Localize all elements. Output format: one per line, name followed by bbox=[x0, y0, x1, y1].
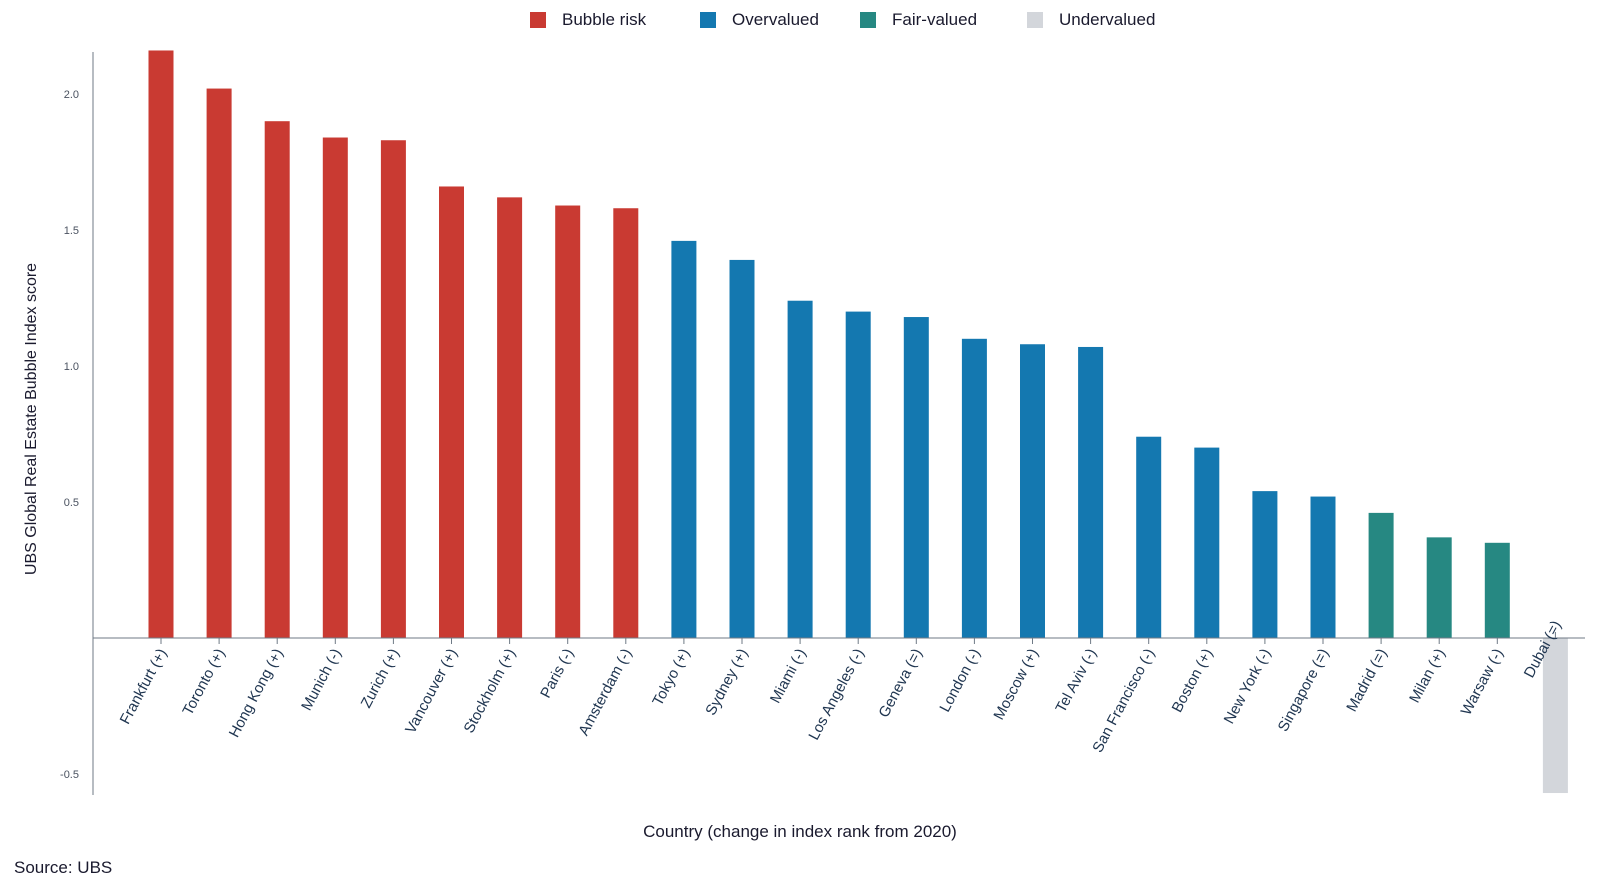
legend-swatch bbox=[530, 12, 546, 28]
legend-swatch bbox=[1027, 12, 1043, 28]
x-tick-label: Toronto (+) bbox=[179, 646, 228, 718]
x-tick-label: Amsterdam (-) bbox=[575, 646, 635, 739]
x-tick-label: London (-) bbox=[936, 646, 984, 715]
x-tick-label: Stockholm (+) bbox=[460, 646, 519, 736]
x-tick-label: Miami (-) bbox=[767, 646, 810, 706]
y-axis-title: UBS Global Real Estate Bubble Index scor… bbox=[23, 262, 40, 576]
legend-item: Bubble risk bbox=[530, 10, 646, 30]
x-tick-label: Moscow (+) bbox=[990, 646, 1042, 723]
bar bbox=[1426, 537, 1452, 638]
legend-item: Overvalued bbox=[700, 10, 819, 30]
legend-label: Fair-valued bbox=[892, 10, 978, 29]
y-tick-label: 0.5 bbox=[64, 497, 79, 509]
x-tick-label: Zurich (+) bbox=[358, 646, 403, 711]
legend-swatch bbox=[700, 12, 716, 28]
x-tick-label: Sydney (+) bbox=[702, 646, 751, 718]
legend-label: Overvalued bbox=[732, 10, 819, 29]
bar bbox=[264, 121, 290, 638]
bar bbox=[322, 137, 348, 638]
x-tick-label: New York (-) bbox=[1221, 646, 1275, 727]
bar bbox=[1136, 436, 1162, 638]
x-tick-label: Geneva (=) bbox=[875, 646, 925, 721]
bar bbox=[845, 311, 871, 638]
bar bbox=[439, 186, 464, 639]
bar bbox=[1542, 638, 1568, 794]
y-tick-label: 2.0 bbox=[64, 89, 79, 101]
bar bbox=[1194, 447, 1220, 638]
bar bbox=[1310, 496, 1336, 638]
x-tick-label: Tokyo (+) bbox=[649, 646, 693, 709]
legend-swatch bbox=[860, 12, 876, 28]
x-tick-label: San Francisco (-) bbox=[1089, 646, 1158, 756]
x-tick-label: Tel Aviv (-) bbox=[1052, 646, 1100, 716]
x-tick-label: Milan (+) bbox=[1406, 646, 1449, 706]
x-tick-label: Frankfurt (+) bbox=[117, 646, 171, 727]
bar bbox=[729, 259, 755, 638]
bar bbox=[1484, 542, 1510, 638]
bar bbox=[613, 208, 639, 639]
bar bbox=[1252, 491, 1278, 638]
chart-legend: Bubble risk Overvalued Fair-valued Underval… bbox=[0, 10, 1600, 36]
x-tick-label: Boston (+) bbox=[1169, 646, 1217, 715]
source-note: Source: UBS bbox=[14, 858, 113, 877]
bar bbox=[787, 300, 813, 638]
bar bbox=[1368, 512, 1394, 638]
x-tick-label: Paris (-) bbox=[537, 646, 577, 701]
x-tick-label: Munich (-) bbox=[298, 646, 345, 714]
x-tick-label: Hong Kong (+) bbox=[226, 646, 287, 740]
legend-label: Undervalued bbox=[1059, 10, 1156, 29]
y-tick-label: -0.5 bbox=[60, 769, 79, 781]
x-tick-label: Madrid (=) bbox=[1343, 646, 1390, 715]
bar bbox=[903, 317, 929, 638]
y-tick-label: 1.5 bbox=[64, 225, 79, 237]
bar bbox=[497, 197, 523, 639]
legend-item: Fair-valued bbox=[860, 10, 977, 30]
bar bbox=[555, 205, 581, 638]
bar bbox=[148, 50, 174, 639]
x-tick-label: Warsaw (-) bbox=[1458, 646, 1507, 718]
bar bbox=[961, 338, 987, 638]
bar bbox=[380, 140, 406, 639]
bar bbox=[206, 88, 232, 638]
legend-label: Bubble risk bbox=[562, 10, 647, 29]
x-axis-title: Country (change in index rank from 2020) bbox=[643, 822, 957, 841]
bar bbox=[1078, 346, 1104, 638]
legend-item: Undervalued bbox=[1027, 10, 1155, 30]
x-tick-label: Vancouver (+) bbox=[402, 646, 461, 737]
y-tick-label: 1.0 bbox=[64, 361, 79, 373]
x-tick-label: Singapore (=) bbox=[1275, 646, 1333, 735]
bar bbox=[671, 240, 697, 638]
bar bbox=[1020, 344, 1045, 638]
x-tick-label: Los Angeles (-) bbox=[805, 646, 867, 743]
